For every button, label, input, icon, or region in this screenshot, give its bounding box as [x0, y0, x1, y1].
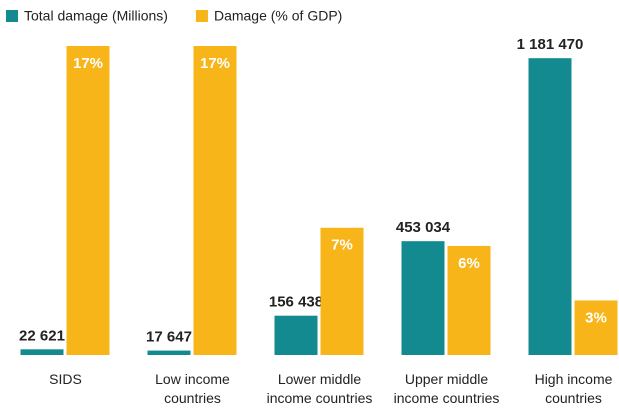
legend-swatch [6, 10, 18, 22]
value-label: 17 647 [146, 329, 192, 346]
x-tick-label: SIDS [49, 371, 82, 387]
x-tick-label: Lower middle income countries [266, 371, 373, 406]
bar [147, 350, 191, 355]
bar [274, 315, 318, 355]
bar [193, 46, 237, 355]
x-tick-label: Low income countries [155, 371, 230, 406]
bar [20, 349, 64, 355]
value-label: 17% [200, 55, 230, 72]
legend-swatch [195, 10, 208, 22]
value-label: 6% [458, 255, 480, 272]
legend-label: Total damage (Millions) [24, 8, 168, 24]
bar [447, 245, 491, 355]
value-label: 156 438 [269, 294, 323, 311]
bar [528, 58, 572, 356]
value-label: 7% [331, 237, 353, 254]
bar [320, 227, 364, 355]
x-tick-label: High income countries [534, 371, 613, 406]
x-tick-label: Upper middle income countries [393, 371, 500, 406]
value-label: 22 621 [19, 327, 65, 344]
value-label: 453 034 [396, 219, 451, 236]
value-label: 17% [73, 55, 103, 72]
bar [574, 300, 618, 355]
legend-label: Damage (% of GDP) [214, 8, 342, 24]
bar [401, 241, 445, 355]
value-label: 3% [585, 309, 607, 326]
value-label: 1 181 470 [517, 36, 584, 53]
bar [66, 46, 110, 355]
